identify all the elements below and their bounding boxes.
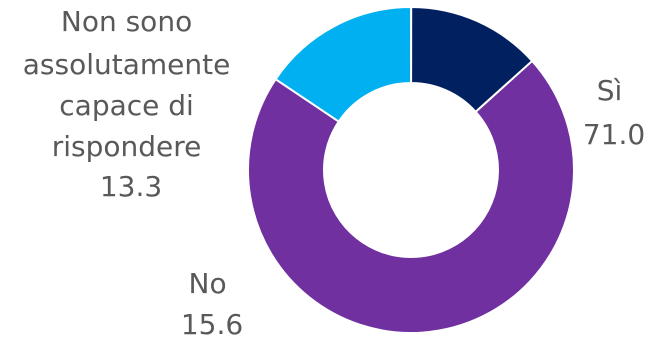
label-si: Sì 71.0 <box>583 74 645 151</box>
label-non-so: Non sono assolutamente capace di rispond… <box>23 5 240 203</box>
slice-non-so <box>410 5 534 114</box>
slice-si <box>247 59 575 334</box>
slice-no <box>274 6 413 123</box>
label-no: No 15.6 <box>181 267 243 341</box>
